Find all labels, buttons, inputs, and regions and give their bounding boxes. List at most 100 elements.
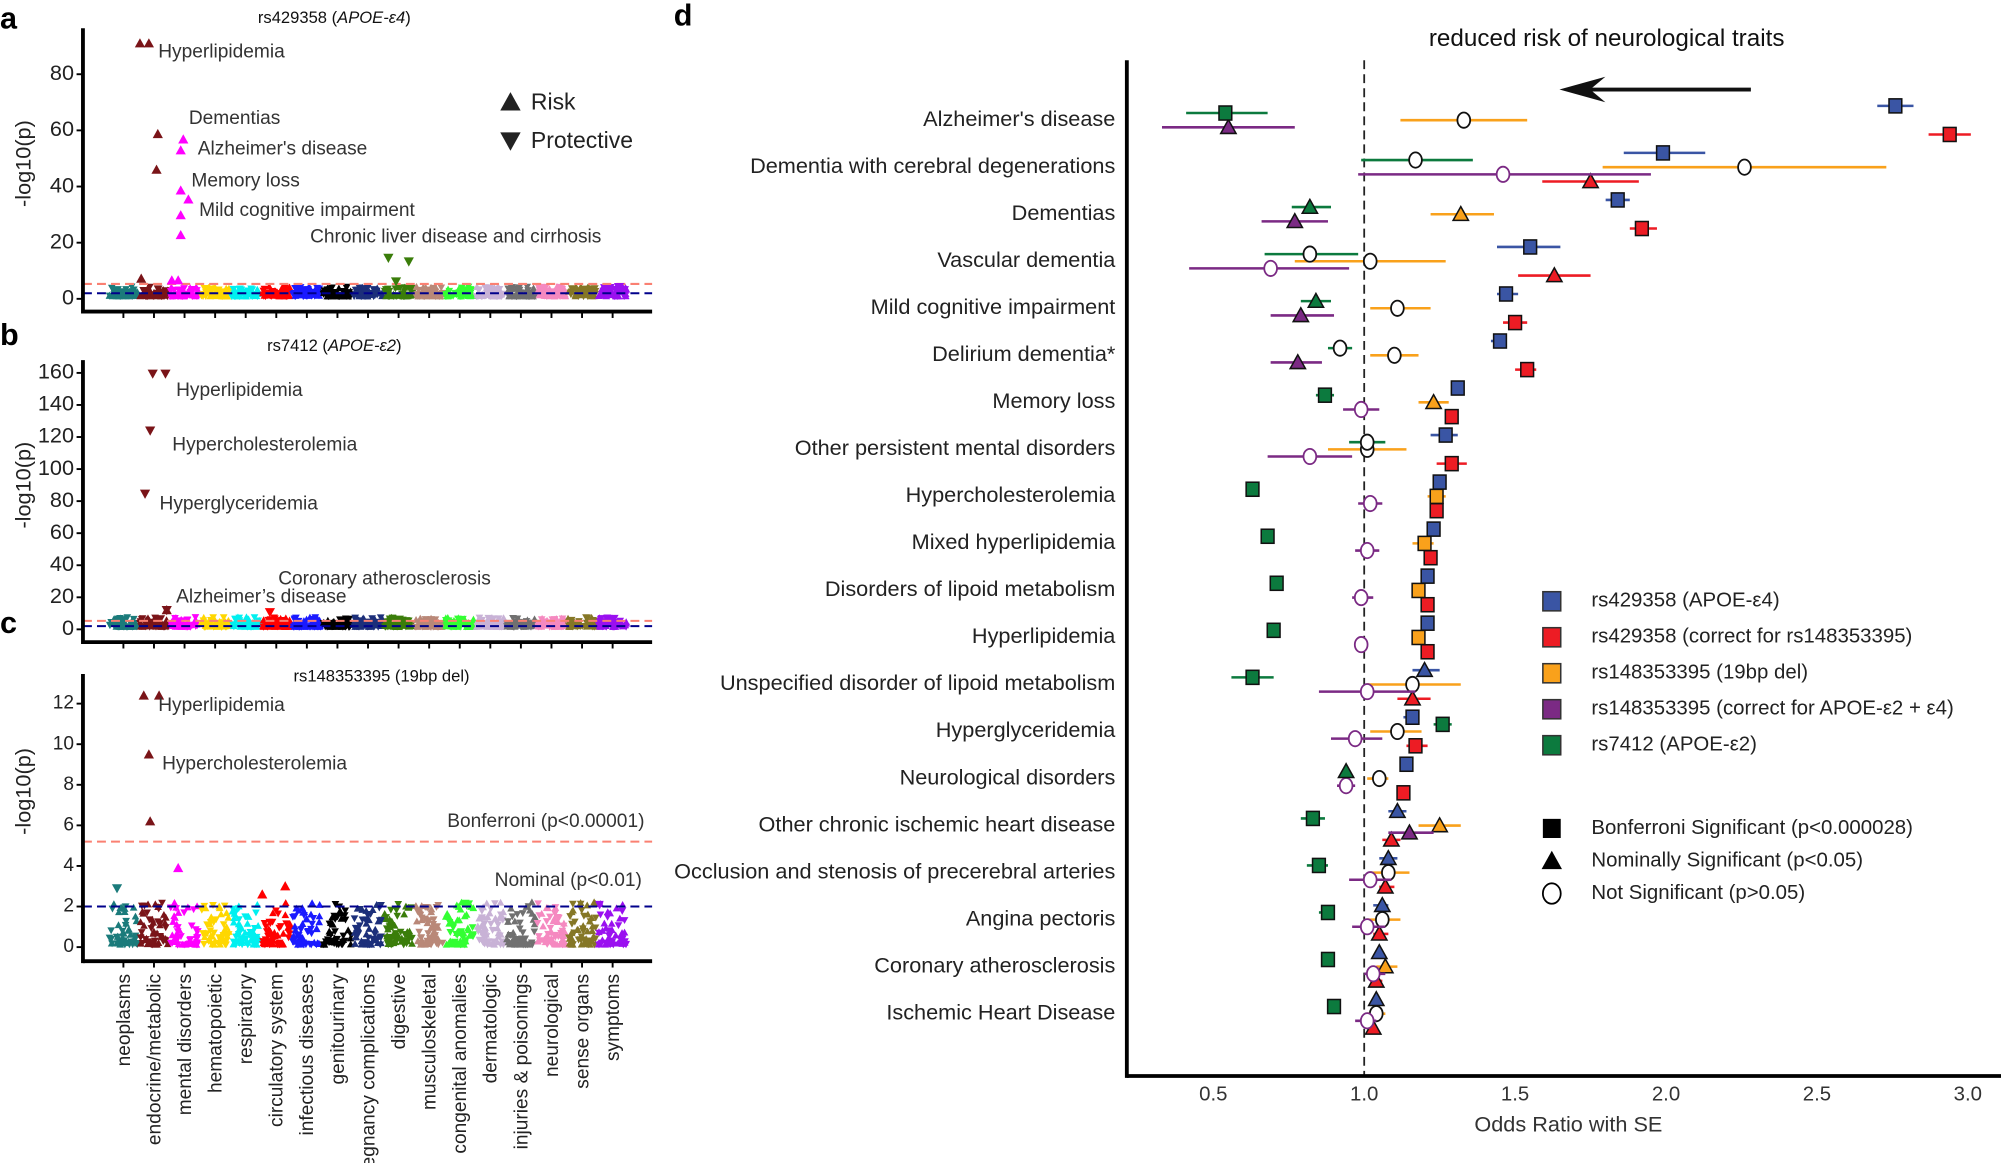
- category-label: hematopoietic: [206, 973, 227, 1093]
- background-point: [621, 938, 629, 946]
- background-point: [565, 934, 573, 942]
- background-point: [359, 622, 368, 629]
- legend-label: rs429358 (APOE-ε4): [1591, 590, 1779, 612]
- background-point: [494, 929, 503, 937]
- background-point: [200, 940, 208, 948]
- nominal-label: Nominal (p<0.01): [495, 870, 642, 891]
- background-point: [176, 622, 185, 629]
- legend-swatch: [1542, 626, 1562, 648]
- background-point: [548, 937, 557, 944]
- x-tick-label: 2.0: [1652, 1084, 1680, 1106]
- background-point: [131, 912, 140, 920]
- background-point: [507, 940, 515, 948]
- estimate-triangle: [1376, 877, 1395, 894]
- manhattan-panel-b: b rs7412 (APOE-ε2) 0 20 40 60 80 100 120 140 160 Hy…: [0, 318, 653, 649]
- significant-point: [152, 128, 163, 139]
- forest-series: [1186, 105, 1473, 1015]
- estimate-circle: [1495, 165, 1511, 183]
- category-label: symptoms: [603, 974, 624, 1061]
- background-point: [362, 919, 371, 927]
- background-point: [373, 939, 382, 947]
- estimate-square: [1492, 333, 1508, 349]
- background-point: [332, 937, 340, 945]
- estimate-square: [1405, 709, 1420, 726]
- background-point: [444, 285, 452, 293]
- point-annotation: Hypercholesterolemia: [172, 435, 357, 456]
- background-point: [454, 614, 463, 622]
- y-tick-label: 0: [62, 285, 74, 310]
- background-point: [136, 939, 145, 947]
- background-point: [376, 614, 385, 622]
- background-point: [403, 292, 412, 300]
- background-point: [541, 938, 550, 946]
- x-tick-label: 2.5: [1803, 1084, 1831, 1106]
- background-point: [493, 291, 502, 299]
- background-point: [493, 924, 502, 932]
- background-point: [292, 904, 301, 912]
- background-point: [362, 930, 371, 938]
- trait-label: Hypercholesterolemia: [906, 482, 1117, 507]
- background-point: [218, 937, 227, 945]
- estimate-circle: [1359, 542, 1375, 560]
- background-point: [621, 292, 630, 299]
- significant-point: [138, 690, 149, 700]
- significant-point: [143, 749, 154, 759]
- background-point: [107, 935, 116, 943]
- background-point: [577, 933, 586, 941]
- background-point: [302, 914, 311, 922]
- background-point: [551, 623, 560, 631]
- background-point: [265, 925, 273, 933]
- background-point: [595, 900, 603, 908]
- background-point: [459, 929, 468, 937]
- trait-label: Occlusion and stenosis of precerebral ar…: [674, 858, 1115, 883]
- background-point: [266, 616, 275, 624]
- background-point: [584, 939, 592, 947]
- estimate-square: [1435, 716, 1450, 733]
- trait-label: Hyperlipidemia: [972, 623, 1116, 648]
- estimate-square: [1420, 568, 1435, 584]
- background-point: [341, 907, 350, 915]
- background-point: [199, 613, 208, 621]
- background-point: [211, 937, 219, 945]
- estimate-square: [1399, 756, 1414, 773]
- y-tick-label: 160: [38, 359, 74, 384]
- background-point: [533, 920, 542, 927]
- category-label: respiratory: [236, 973, 257, 1064]
- background-point: [455, 916, 464, 924]
- background-point: [171, 913, 179, 921]
- point-annotation: Hyperlipidemia: [158, 695, 285, 716]
- background-point: [284, 923, 292, 931]
- background-point: [521, 941, 530, 949]
- significant-point: [390, 277, 402, 287]
- background-point: [596, 911, 605, 919]
- estimate-square: [1420, 596, 1435, 613]
- estimate-triangle: [1337, 762, 1356, 779]
- background-point: [425, 935, 434, 943]
- background-point: [391, 938, 400, 946]
- estimate-circle: [1353, 636, 1369, 654]
- background-point: [260, 919, 269, 927]
- background-point: [351, 614, 360, 622]
- background-point: [368, 615, 376, 623]
- background-point: [246, 929, 255, 936]
- background-point: [158, 621, 166, 629]
- background-point: [604, 615, 613, 622]
- point-annotation: Chronic liver disease and cirrhosis: [310, 227, 601, 248]
- estimate-triangle: [1219, 118, 1238, 135]
- background-point: [435, 293, 444, 301]
- background-point: [478, 292, 487, 300]
- background-point: [292, 619, 301, 627]
- background-point: [174, 924, 182, 932]
- background-point: [177, 290, 185, 298]
- background-point: [222, 932, 231, 940]
- estimate-square: [1320, 904, 1336, 921]
- background-point: [594, 292, 603, 299]
- background-point: [419, 291, 428, 299]
- estimate-square: [1634, 220, 1650, 237]
- significant-point: [153, 690, 165, 700]
- background-point: [588, 937, 597, 945]
- background-point: [431, 924, 440, 932]
- background-point: [210, 929, 218, 937]
- trait-label: Dementia with cerebral degenerations: [750, 153, 1115, 178]
- background-point: [557, 621, 565, 629]
